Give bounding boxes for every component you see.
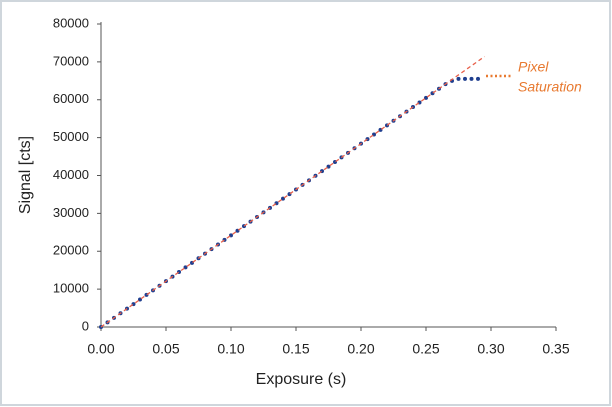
y-tick-label: 30000 [53, 205, 89, 220]
annotation-text: Pixel [518, 59, 549, 75]
x-tick-label: 0.00 [87, 341, 114, 357]
data-point [469, 76, 474, 81]
x-tick-label: 0.15 [282, 341, 309, 357]
x-axis-label: Exposure (s) [256, 371, 347, 388]
x-tick-label: 0.05 [152, 341, 179, 357]
data-point [456, 76, 461, 81]
data-point [476, 76, 480, 81]
annotation-text: Saturation [518, 79, 582, 95]
y-tick-label: 0 [82, 318, 89, 333]
y-tick-label: 50000 [53, 129, 89, 144]
y-tick-label: 40000 [53, 167, 89, 182]
x-tick-label: 0.20 [347, 341, 374, 357]
x-tick-label: 0.30 [477, 341, 504, 357]
data-point [463, 76, 467, 81]
y-tick-label: 20000 [53, 243, 89, 258]
y-axis-label: Signal [cts] [17, 136, 34, 214]
y-tick-label: 80000 [53, 15, 89, 30]
y-tick-label: 10000 [53, 281, 89, 296]
x-tick-label: 0.10 [217, 341, 244, 357]
y-tick-label: 60000 [53, 91, 89, 106]
x-tick-label: 0.35 [542, 341, 569, 357]
y-tick-label: 70000 [53, 53, 89, 68]
fit-line [100, 56, 485, 328]
x-tick-label: 0.25 [412, 341, 439, 357]
